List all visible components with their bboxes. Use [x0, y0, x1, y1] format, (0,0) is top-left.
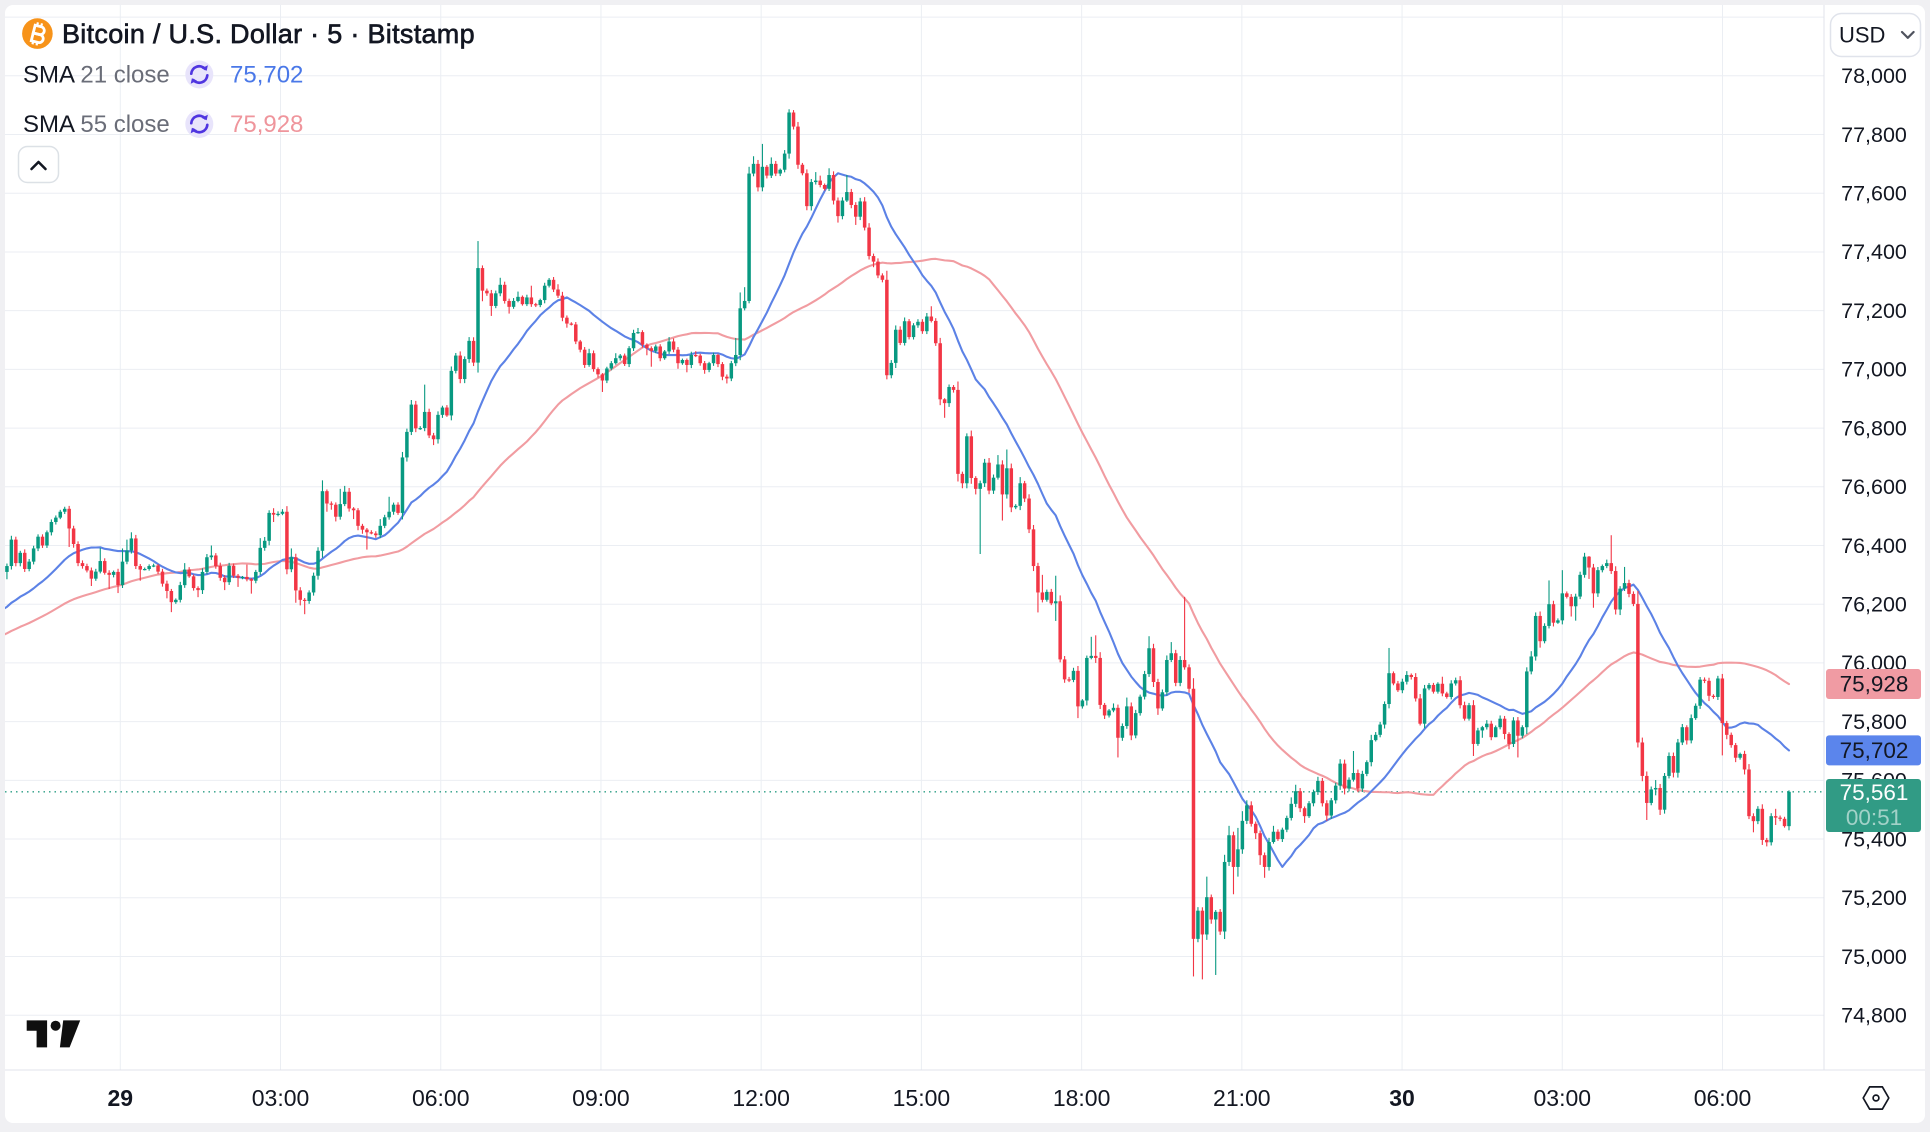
svg-text:75,928: 75,928 — [230, 111, 303, 138]
svg-text:Bitcoin / U.S. Dollar · 5 · Bi: Bitcoin / U.S. Dollar · 5 · Bitstamp — [62, 19, 475, 49]
svg-text:76,200: 76,200 — [1841, 593, 1907, 617]
svg-text:03:00: 03:00 — [252, 1085, 310, 1111]
svg-text:00:51: 00:51 — [1846, 805, 1902, 830]
svg-text:USD: USD — [1839, 23, 1885, 48]
svg-text:76,600: 76,600 — [1841, 475, 1907, 499]
svg-text:75,702: 75,702 — [230, 62, 303, 89]
svg-text:12:00: 12:00 — [732, 1085, 790, 1111]
svg-text:77,800: 77,800 — [1841, 123, 1907, 147]
svg-text:18:00: 18:00 — [1053, 1085, 1111, 1111]
svg-text:76,400: 76,400 — [1841, 534, 1907, 558]
svg-text:SMA 55 close: SMA 55 close — [23, 111, 170, 138]
svg-text:09:00: 09:00 — [572, 1085, 630, 1111]
svg-text:77,200: 77,200 — [1841, 299, 1907, 323]
svg-text:77,000: 77,000 — [1841, 358, 1907, 382]
svg-text:77,400: 77,400 — [1841, 240, 1907, 264]
svg-text:75,561: 75,561 — [1840, 780, 1909, 805]
svg-text:21:00: 21:00 — [1213, 1085, 1271, 1111]
svg-text:06:00: 06:00 — [412, 1085, 470, 1111]
svg-text:29: 29 — [108, 1085, 134, 1111]
svg-text:74,800: 74,800 — [1841, 1003, 1907, 1027]
svg-text:30: 30 — [1389, 1085, 1415, 1111]
svg-text:03:00: 03:00 — [1533, 1085, 1591, 1111]
svg-text:77,600: 77,600 — [1841, 182, 1907, 206]
svg-text:76,800: 76,800 — [1841, 416, 1907, 440]
svg-text:75,928: 75,928 — [1840, 672, 1909, 697]
svg-text:75,200: 75,200 — [1841, 886, 1907, 910]
svg-text:SMA 21 close: SMA 21 close — [23, 62, 170, 89]
svg-text:78,000: 78,000 — [1841, 64, 1907, 88]
svg-text:15:00: 15:00 — [893, 1085, 951, 1111]
svg-text:75,000: 75,000 — [1841, 945, 1907, 969]
svg-text:75,702: 75,702 — [1840, 738, 1909, 763]
svg-text:75,800: 75,800 — [1841, 710, 1907, 734]
svg-text:06:00: 06:00 — [1694, 1085, 1752, 1111]
